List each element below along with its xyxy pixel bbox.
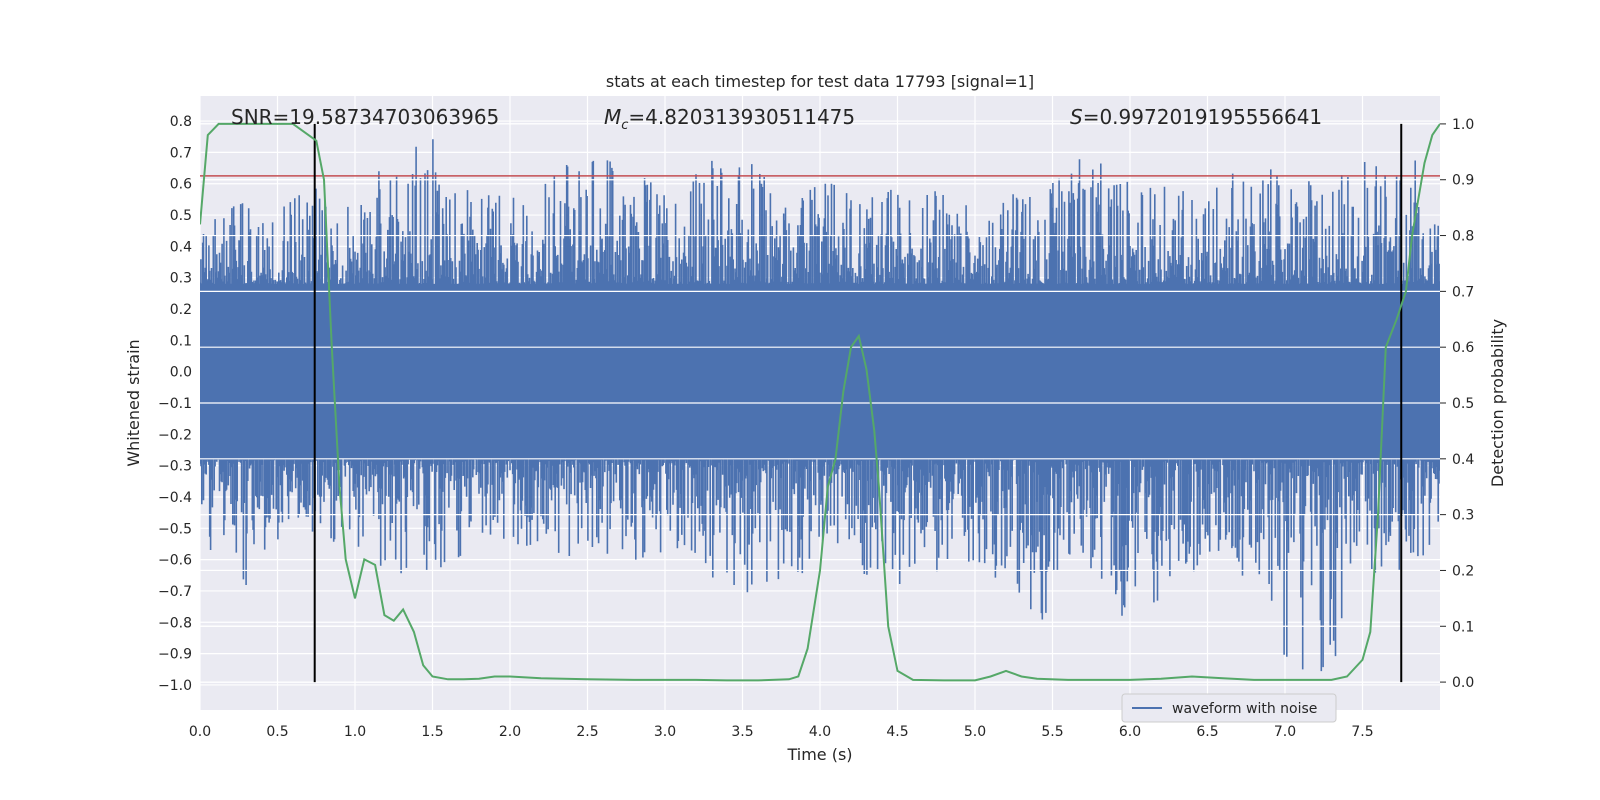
y-tick-label: −0.2 bbox=[158, 427, 192, 443]
snr-annotation: SNR=19.58734703063965 bbox=[231, 105, 499, 129]
x-tick-label: 4.5 bbox=[886, 724, 908, 740]
x-axis-ticks: 0.0 0.5 1.0 1.5 2.0 2.5 3.0 3.5 4.0 4.5 5.0 5.5 6.0 6… bbox=[189, 724, 1374, 740]
x-tick-label: 3.0 bbox=[654, 724, 676, 740]
x-axis-label: Time (s) bbox=[786, 745, 852, 764]
y-tick-label: 0.2 bbox=[170, 302, 192, 318]
s-value: =0.9972019195556641 bbox=[1083, 105, 1322, 129]
s-symbol: S bbox=[1070, 105, 1083, 129]
x-tick-label: 2.0 bbox=[499, 724, 521, 740]
y2-axis-label: Detection probability bbox=[1488, 319, 1507, 487]
y2-tick-label: 0.8 bbox=[1452, 229, 1474, 245]
x-tick-label: 0.0 bbox=[189, 724, 211, 740]
legend: waveform with noise bbox=[1121, 693, 1337, 723]
y-tick-label: 0.0 bbox=[170, 365, 192, 381]
x-tick-label: 6.0 bbox=[1119, 724, 1141, 740]
s-annotation: S=0.9972019195556641 bbox=[1070, 105, 1322, 129]
mc-symbol: M bbox=[604, 105, 621, 129]
x-tick-label: 5.5 bbox=[1041, 724, 1063, 740]
y2-tick-label: 0.1 bbox=[1452, 619, 1474, 635]
y2-tick-label: 0.3 bbox=[1452, 508, 1474, 524]
x-tick-label: 2.5 bbox=[576, 724, 598, 740]
x-tick-label: 7.0 bbox=[1274, 724, 1296, 740]
waveform-series bbox=[200, 139, 1440, 672]
y-tick-label: −0.1 bbox=[158, 396, 192, 412]
y2-tick-label: 0.0 bbox=[1452, 675, 1474, 691]
mc-annotation: Mc=4.820313930511475 bbox=[604, 105, 855, 133]
x-tick-label: 7.5 bbox=[1351, 724, 1373, 740]
y-axis-ticks: 0.8 0.7 0.6 0.5 0.4 0.3 0.2 0.1 0.0 −0.1 −0.2 −0.3 −… bbox=[158, 114, 192, 694]
y2-tick-label: 0.6 bbox=[1452, 340, 1474, 356]
y-tick-label: 0.5 bbox=[170, 208, 192, 224]
y-tick-label: 0.3 bbox=[170, 271, 192, 287]
y-tick-label: −0.8 bbox=[158, 615, 192, 631]
y-tick-label: 0.1 bbox=[170, 333, 192, 349]
x-tick-label: 0.5 bbox=[266, 724, 288, 740]
legend-label-waveform: waveform with noise bbox=[1172, 701, 1317, 717]
y2-tick-label: 0.9 bbox=[1452, 173, 1474, 189]
y-tick-label: −0.3 bbox=[158, 459, 192, 475]
y-tick-label: 0.4 bbox=[170, 239, 192, 255]
x-tick-label: 4.0 bbox=[809, 724, 831, 740]
vertical-markers bbox=[313, 123, 1403, 683]
y2-tick-label: 0.5 bbox=[1452, 396, 1474, 412]
mc-value: =4.820313930511475 bbox=[628, 105, 855, 129]
chart-title: stats at each timestep for test data 177… bbox=[606, 72, 1034, 91]
x-tick-label: 6.5 bbox=[1196, 724, 1218, 740]
legend-box bbox=[1121, 693, 1337, 723]
y-tick-label: 0.6 bbox=[170, 177, 192, 193]
y-tick-label: 0.7 bbox=[170, 145, 192, 161]
y-tick-label: 0.8 bbox=[170, 114, 192, 130]
y2-tick-label: 1.0 bbox=[1452, 117, 1474, 133]
probability-line bbox=[200, 122, 1440, 682]
y-tick-label: −0.9 bbox=[158, 647, 192, 663]
y2-tick-label: 0.2 bbox=[1452, 563, 1474, 579]
x-tick-label: 5.0 bbox=[964, 724, 986, 740]
mc-subscript: c bbox=[621, 118, 628, 133]
y2-tick-label: 0.4 bbox=[1452, 452, 1474, 468]
y-tick-label: −1.0 bbox=[158, 678, 192, 694]
y-tick-label: −0.4 bbox=[158, 490, 192, 506]
x-tick-label: 1.0 bbox=[344, 724, 366, 740]
y-tick-label: −0.6 bbox=[158, 553, 192, 569]
y-axis-label: Whitened strain bbox=[124, 339, 143, 466]
x-tick-label: 1.5 bbox=[421, 724, 443, 740]
x-tick-label: 3.5 bbox=[731, 724, 753, 740]
y-tick-label: −0.7 bbox=[158, 584, 192, 600]
y2-tick-label: 0.7 bbox=[1452, 284, 1474, 300]
y2-axis-ticks: 1.0 0.9 0.8 0.7 0.6 0.5 0.4 0.3 0.2 0.1 0.0 bbox=[1440, 117, 1474, 691]
y-tick-label: −0.5 bbox=[158, 521, 192, 537]
